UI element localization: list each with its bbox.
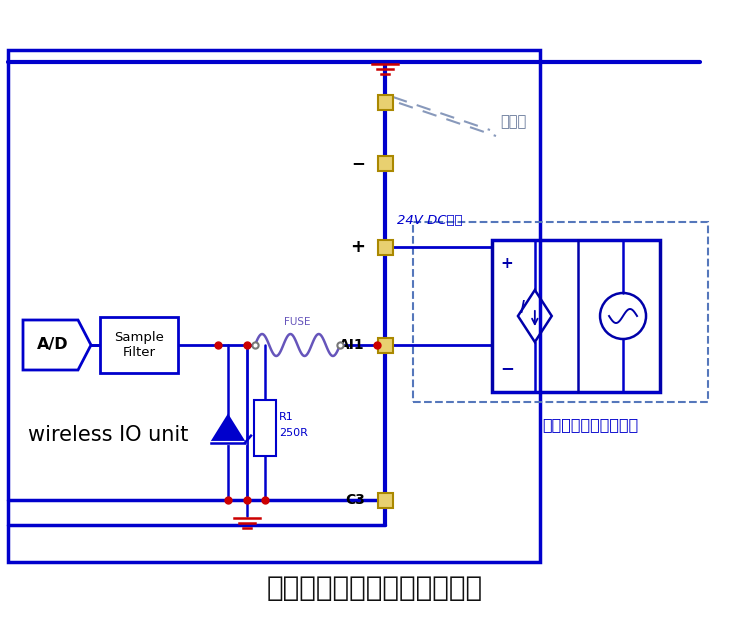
Text: 两线制电流输出传感器: 两线制电流输出传感器 — [542, 417, 638, 433]
Text: 模拟量输入电流两线制接线图: 模拟量输入电流两线制接线图 — [267, 574, 483, 602]
Text: AI1: AI1 — [339, 338, 365, 352]
Bar — [254, 399, 276, 456]
Text: Sample: Sample — [114, 330, 164, 343]
Bar — [8, 50, 540, 562]
Text: 24V DC输出: 24V DC输出 — [397, 213, 463, 226]
Bar — [413, 222, 708, 402]
Bar — [100, 317, 178, 373]
Bar — [377, 492, 392, 508]
Text: C3: C3 — [345, 493, 365, 507]
Polygon shape — [211, 415, 245, 443]
Bar — [377, 239, 392, 254]
Text: R1: R1 — [279, 412, 294, 422]
Text: Filter: Filter — [122, 347, 155, 360]
Text: A/D: A/D — [38, 337, 69, 353]
Text: wireless IO unit: wireless IO unit — [28, 425, 188, 445]
Text: FUSE: FUSE — [284, 317, 310, 327]
Text: +: + — [350, 238, 365, 256]
Bar — [377, 337, 392, 353]
Text: I: I — [519, 299, 525, 317]
Bar — [377, 156, 392, 171]
Text: −: − — [351, 154, 365, 172]
Text: 屏蔽线: 屏蔽线 — [500, 115, 526, 130]
Text: 250R: 250R — [279, 428, 308, 438]
Bar — [377, 94, 392, 110]
Text: +: + — [500, 257, 513, 272]
Polygon shape — [23, 320, 91, 370]
Bar — [492, 240, 660, 392]
Text: −: − — [500, 359, 514, 377]
